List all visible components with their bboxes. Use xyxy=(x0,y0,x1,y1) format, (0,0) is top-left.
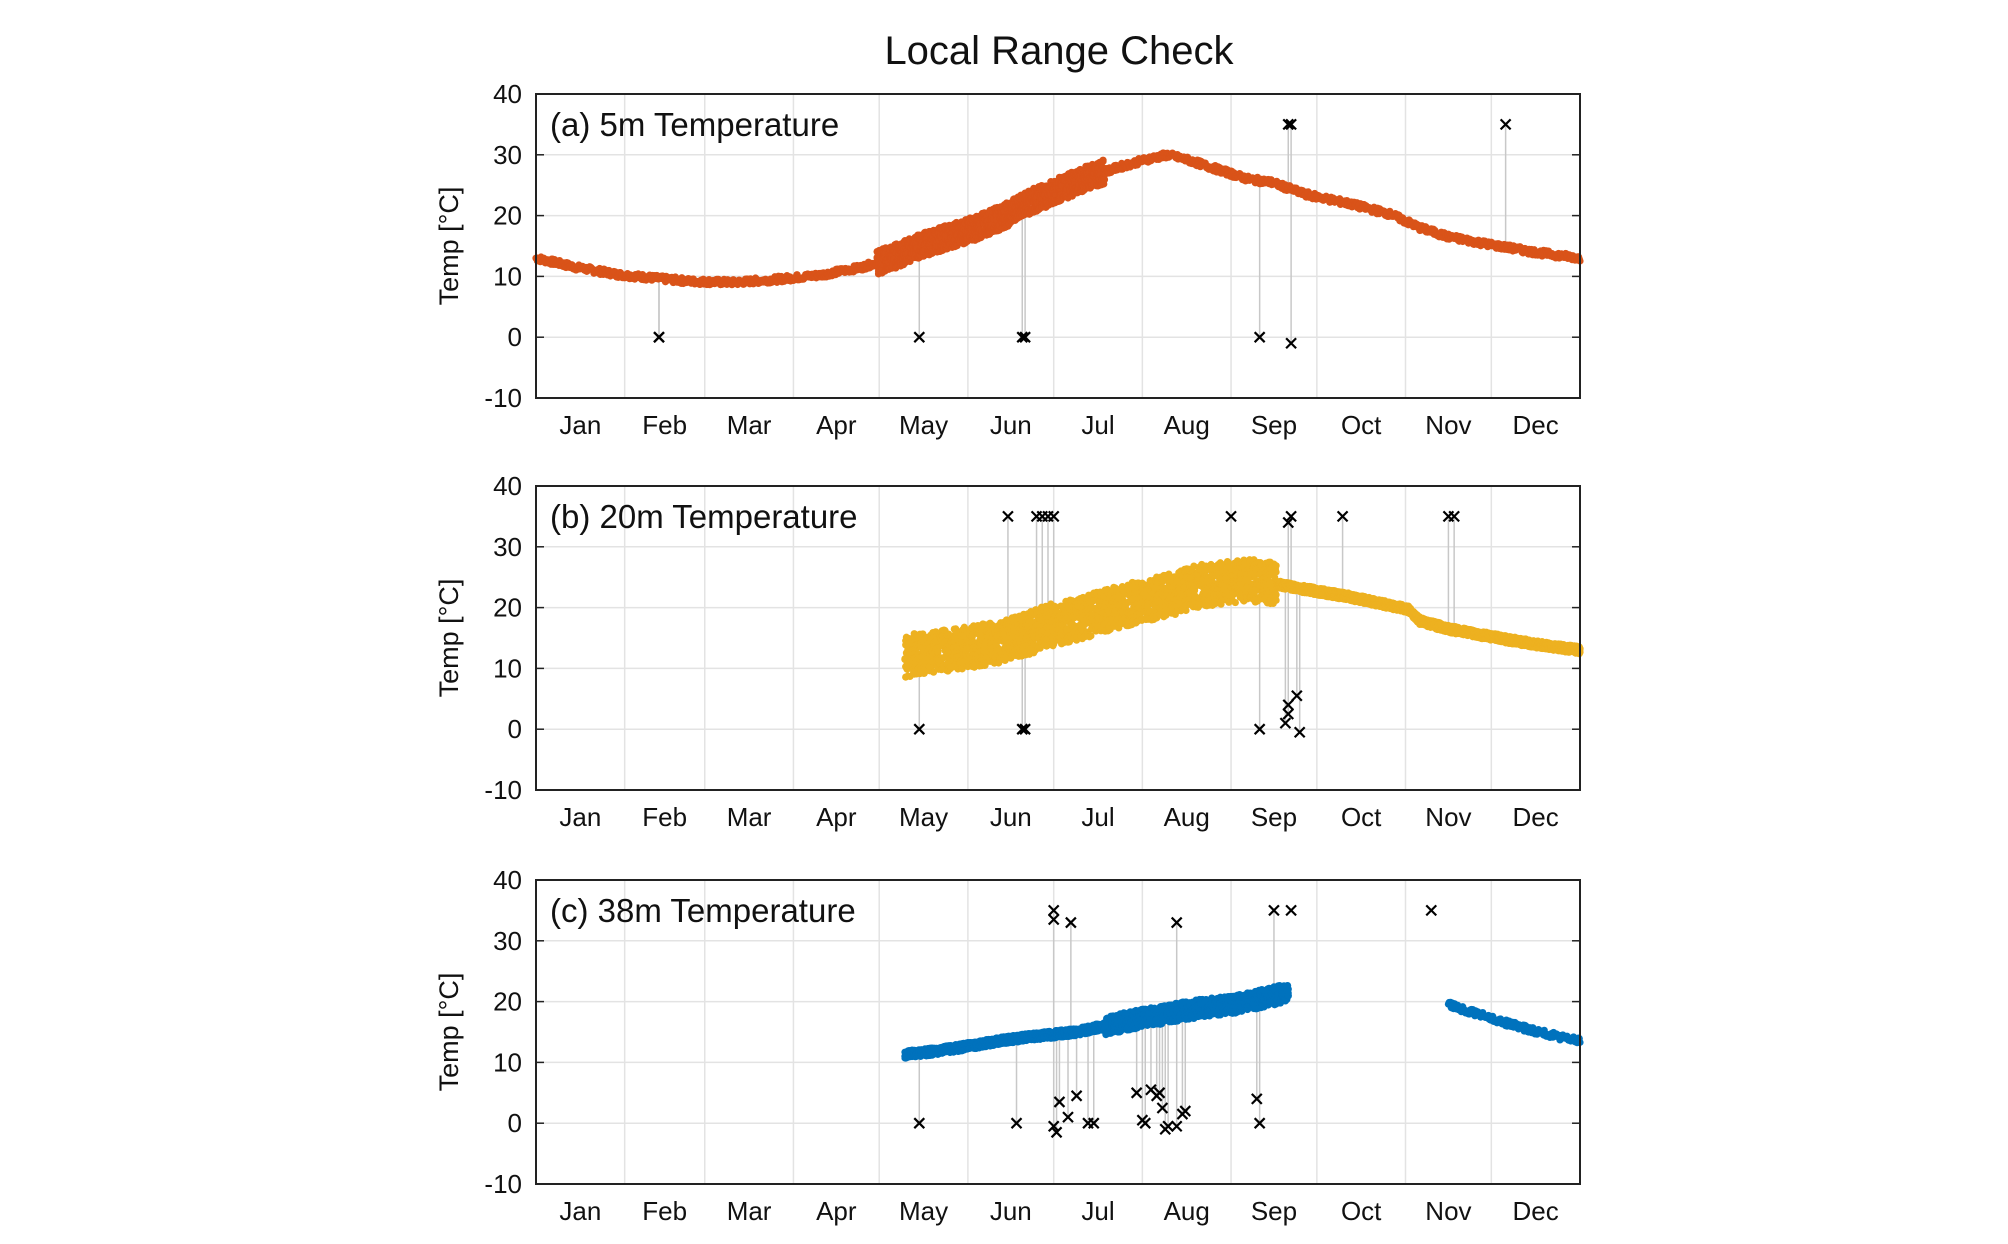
y-tick-label: -10 xyxy=(484,775,522,805)
data-point xyxy=(1100,176,1109,184)
series-a xyxy=(532,149,1584,289)
x-tick-label: Jun xyxy=(990,410,1032,440)
x-tick-label: Jan xyxy=(559,802,601,832)
x-tick-label: May xyxy=(899,802,948,832)
x-tick-label: Jun xyxy=(990,802,1032,832)
y-axis-label: Temp [°C] xyxy=(434,579,464,698)
y-tick-label: 10 xyxy=(493,653,522,683)
y-tick-label: 20 xyxy=(493,593,522,623)
x-tick-label: Aug xyxy=(1164,410,1210,440)
y-tick-label: -10 xyxy=(484,383,522,413)
data-point xyxy=(1272,568,1280,576)
x-tick-label: Jul xyxy=(1081,802,1114,832)
y-tick-label: 0 xyxy=(508,714,522,744)
y-tick-label: 0 xyxy=(508,322,522,352)
x-tick-label: Nov xyxy=(1425,802,1471,832)
x-tick-label: Jul xyxy=(1081,410,1114,440)
data-point xyxy=(1272,562,1280,570)
x-tick-label: May xyxy=(899,410,948,440)
x-tick-label: Apr xyxy=(816,802,857,832)
y-tick-label: 30 xyxy=(493,532,522,562)
y-tick-label: 30 xyxy=(493,140,522,170)
panel-b: 40 30 20 10 0 -10 Jan Feb Mar Apr May Jun Jul Aug Sep O… xyxy=(434,471,1584,832)
x-tick-label: Feb xyxy=(642,410,687,440)
y-tick-label: 40 xyxy=(493,79,522,109)
y-tick-label: 40 xyxy=(493,471,522,501)
x-tick-label: Dec xyxy=(1513,802,1559,832)
x-tick-label: Sep xyxy=(1251,410,1297,440)
x-tick-label: Apr xyxy=(816,410,857,440)
x-tick-label: Oct xyxy=(1341,802,1382,832)
y-tick-label: 10 xyxy=(493,261,522,291)
x-tick-label: Mar xyxy=(727,802,772,832)
x-tick-label: Dec xyxy=(1513,410,1559,440)
x-tick-label: Sep xyxy=(1251,802,1297,832)
x-tick-label: Aug xyxy=(1164,802,1210,832)
panel-label: (a) 5m Temperature xyxy=(550,106,839,143)
data-point xyxy=(1231,598,1239,607)
x-tick-label: Mar xyxy=(727,410,772,440)
x-tick-label: Feb xyxy=(642,802,687,832)
y-axis-label: Temp [°C] xyxy=(434,187,464,306)
data-point xyxy=(1272,596,1280,604)
panel-a: 40 30 20 10 0 -10 Jan Feb Mar Apr May Jun Jul Aug Sep O… xyxy=(434,79,1584,440)
data-point xyxy=(1099,157,1107,165)
x-tick-label: Nov xyxy=(1425,410,1471,440)
y-tick-label: 20 xyxy=(493,201,522,231)
x-tick-label: Oct xyxy=(1341,410,1382,440)
chart-title: Local Range Check xyxy=(884,29,1234,73)
x-tick-label: Jan xyxy=(559,410,601,440)
